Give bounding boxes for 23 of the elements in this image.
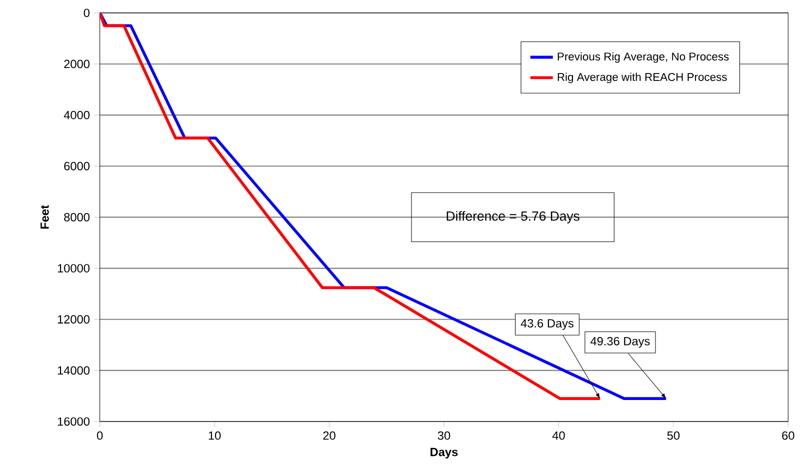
y-tick-label: 2000 xyxy=(64,60,90,68)
y-tick-label: 14000 xyxy=(58,366,90,375)
x-tick-label: 10 xyxy=(208,431,221,440)
annotation: Difference = 5.76 Days xyxy=(446,211,580,224)
x-tick-label: 40 xyxy=(552,431,565,440)
x-axis-title: Days xyxy=(430,448,458,459)
x-tick-label: 60 xyxy=(782,431,794,440)
y-tick-label: 4000 xyxy=(64,110,90,120)
y-tick-label: 0 xyxy=(84,8,90,18)
legend-label: Previous Rig Average, No Process xyxy=(558,52,729,63)
x-tick-label: 0 xyxy=(96,431,103,440)
annotation: 43.6 Days xyxy=(520,319,574,330)
y-tick-label: 8000 xyxy=(64,212,90,222)
legend-label: Rig Average with REACH Process xyxy=(558,72,727,84)
y-tick-label: 6000 xyxy=(64,162,90,170)
x-tick-label: 20 xyxy=(323,431,336,440)
annotation: 49.36 Days xyxy=(590,336,650,348)
y-tick-label: 10000 xyxy=(58,264,90,272)
y-tick-label: 16000 xyxy=(58,417,90,426)
y-tick-label: 12000 xyxy=(58,315,90,324)
x-tick-label: 50 xyxy=(667,431,680,440)
y-axis-title: Feet xyxy=(40,205,49,229)
x-tick-label: 30 xyxy=(438,431,450,440)
